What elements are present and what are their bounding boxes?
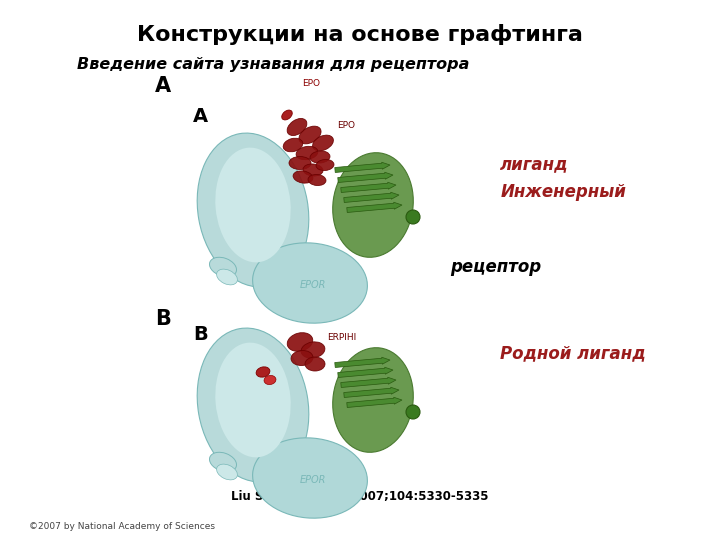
Ellipse shape <box>287 333 312 352</box>
Text: Родной лиганд: Родной лиганд <box>500 345 646 363</box>
Text: EPO: EPO <box>337 120 355 130</box>
FancyArrow shape <box>335 162 390 172</box>
Text: Конструкции на основе графтинга: Конструкции на основе графтинга <box>137 24 583 45</box>
Text: Инженерный: Инженерный <box>500 183 626 201</box>
FancyArrow shape <box>347 202 402 212</box>
FancyArrow shape <box>341 377 396 388</box>
Ellipse shape <box>197 133 309 287</box>
Text: A: A <box>193 107 208 126</box>
Ellipse shape <box>310 151 330 163</box>
Ellipse shape <box>287 118 307 136</box>
Ellipse shape <box>215 342 291 457</box>
Text: EPOR: EPOR <box>300 475 326 485</box>
Ellipse shape <box>333 348 413 453</box>
FancyArrow shape <box>335 357 390 368</box>
FancyArrow shape <box>338 367 393 377</box>
Ellipse shape <box>210 453 236 472</box>
Text: Введение сайта узнавания для рецептора: Введение сайта узнавания для рецептора <box>78 57 469 72</box>
Ellipse shape <box>303 164 323 176</box>
Text: ©2007 by National Academy of Sciences: ©2007 by National Academy of Sciences <box>29 522 215 531</box>
Text: EPO: EPO <box>302 79 320 88</box>
Ellipse shape <box>264 375 276 384</box>
FancyArrow shape <box>343 192 399 202</box>
Text: ERPIHI: ERPIHI <box>313 306 343 315</box>
Ellipse shape <box>308 174 326 186</box>
Text: B: B <box>193 326 208 345</box>
Text: A: A <box>155 76 171 97</box>
Ellipse shape <box>217 269 238 285</box>
Text: EPOR: EPOR <box>261 222 286 231</box>
Ellipse shape <box>296 146 318 160</box>
Text: ERPIHI: ERPIHI <box>327 334 356 342</box>
FancyArrow shape <box>338 172 393 183</box>
Ellipse shape <box>312 135 333 151</box>
Ellipse shape <box>217 464 238 480</box>
Text: EPOR: EPOR <box>300 280 326 290</box>
FancyArrow shape <box>347 397 402 408</box>
Ellipse shape <box>253 243 367 323</box>
Ellipse shape <box>215 147 291 262</box>
FancyArrow shape <box>343 387 399 397</box>
Circle shape <box>406 405 420 419</box>
Ellipse shape <box>289 157 311 170</box>
Text: лиганд: лиганд <box>500 156 569 174</box>
Text: B: B <box>155 308 171 329</box>
Ellipse shape <box>301 342 325 358</box>
FancyArrow shape <box>341 182 396 192</box>
Text: Liu S. et.al. PNAS 2007;104:5330-5335: Liu S. et.al. PNAS 2007;104:5330-5335 <box>231 490 489 503</box>
Text: рецептор: рецептор <box>450 258 541 276</box>
Ellipse shape <box>293 171 313 183</box>
Ellipse shape <box>197 328 309 482</box>
Ellipse shape <box>316 159 334 171</box>
Ellipse shape <box>256 367 270 377</box>
Ellipse shape <box>210 257 236 276</box>
Ellipse shape <box>283 138 303 152</box>
Ellipse shape <box>333 153 413 257</box>
Ellipse shape <box>253 438 367 518</box>
Ellipse shape <box>291 350 313 366</box>
Text: EPOR: EPOR <box>261 430 286 439</box>
Circle shape <box>406 210 420 224</box>
Ellipse shape <box>305 357 325 371</box>
Ellipse shape <box>299 126 321 144</box>
Ellipse shape <box>282 110 292 120</box>
